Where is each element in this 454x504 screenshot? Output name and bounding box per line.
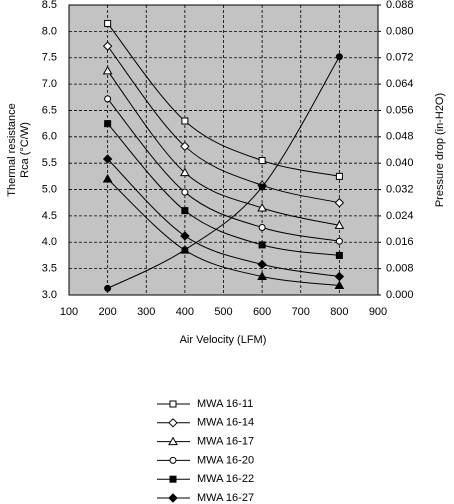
y-tick-label: 4.0 [42,236,57,248]
marker [257,202,267,212]
marker [104,284,112,292]
y2-tick-label: 0.088 [386,0,414,11]
marker [102,154,113,164]
marker [104,95,112,103]
marker [335,172,343,180]
series-line [107,45,340,204]
marker [180,231,190,241]
legend-marker [169,400,177,408]
x-tick-label: 400 [176,306,194,318]
marker [102,41,113,51]
legend-marker [168,436,178,446]
legend-marker [168,418,178,428]
marker [181,246,189,254]
marker [335,251,343,259]
marker [335,237,343,245]
marker [257,259,267,270]
marker [102,65,113,75]
marker [334,198,345,208]
y2-tick-label: 0.064 [386,78,414,90]
marker [181,188,189,196]
legend-marker [169,456,177,464]
legend-label: MWA 16-20 [197,454,254,466]
legend-label: MWA 16-27 [197,492,254,504]
marker [335,53,343,61]
marker [334,280,345,290]
y2-tick-label: 0.072 [386,52,414,64]
legend-marker [168,493,178,503]
marker [180,141,190,152]
y-tick-label: 4.5 [42,210,57,222]
x-tick-label: 800 [330,306,348,318]
series-line [107,158,340,278]
x-axis-title: Air Velocity (LFM) [180,334,267,346]
y-tick-label: 8.5 [42,0,57,11]
marker [258,224,266,232]
y2-tick-label: 0.016 [386,236,414,248]
y-tick-label: 6.0 [42,131,57,143]
legend-label: MWA 16-11 [197,398,253,410]
x-tick-label: 700 [292,306,310,318]
y-tick-label: 6.5 [42,104,57,116]
y-tick-label: 7.0 [42,78,57,90]
x-tick-label: 300 [137,306,155,318]
marker [258,157,266,165]
y2-tick-label: 0.032 [386,183,414,195]
y2-tick-label: 0.040 [386,157,414,169]
x-tick-label: 100 [60,306,78,318]
x-tick-label: 500 [214,306,232,318]
y-tick-label: 5.5 [42,157,57,169]
x-tick-label: 600 [253,306,271,318]
marker [257,271,267,281]
series-line [107,56,340,289]
y-tick-label: 5.0 [42,183,57,195]
y2-tick-label: 0.048 [386,131,414,143]
marker [104,19,112,27]
y-tick-label: 3.5 [42,263,57,275]
y2-axis-title: Pressure drop (in-H2O) [434,93,446,207]
marker [258,241,266,249]
x-tick-label: 200 [98,306,116,318]
y2-tick-label: 0.024 [386,210,414,222]
legend-label: MWA 16-14 [197,417,254,429]
y2-tick-label: 0.056 [386,104,414,116]
marker [181,117,189,125]
legend-marker [169,475,177,483]
y-tick-label: 7.5 [42,52,57,64]
y-axis-title: Rca (°C/W) [19,122,31,178]
y2-tick-label: 0.080 [386,25,414,37]
series-line [107,23,340,177]
series-line [107,70,340,226]
y2-tick-label: 0.008 [386,263,414,275]
y-tick-label: 8.0 [42,25,57,37]
marker [180,167,190,177]
marker [104,120,112,128]
series-line [107,178,340,287]
marker [334,220,345,229]
marker [181,207,189,215]
y-tick-label: 3.0 [42,289,57,301]
series-line [107,98,340,242]
legend-label: MWA 16-17 [197,436,254,448]
x-tick-label: 900 [369,306,387,318]
marker [258,183,266,191]
y-axis-title: Thermal resistance [6,103,18,197]
legend-label: MWA 16-22 [197,473,254,485]
marker [102,173,113,183]
y2-tick-label: 0.000 [386,289,414,301]
